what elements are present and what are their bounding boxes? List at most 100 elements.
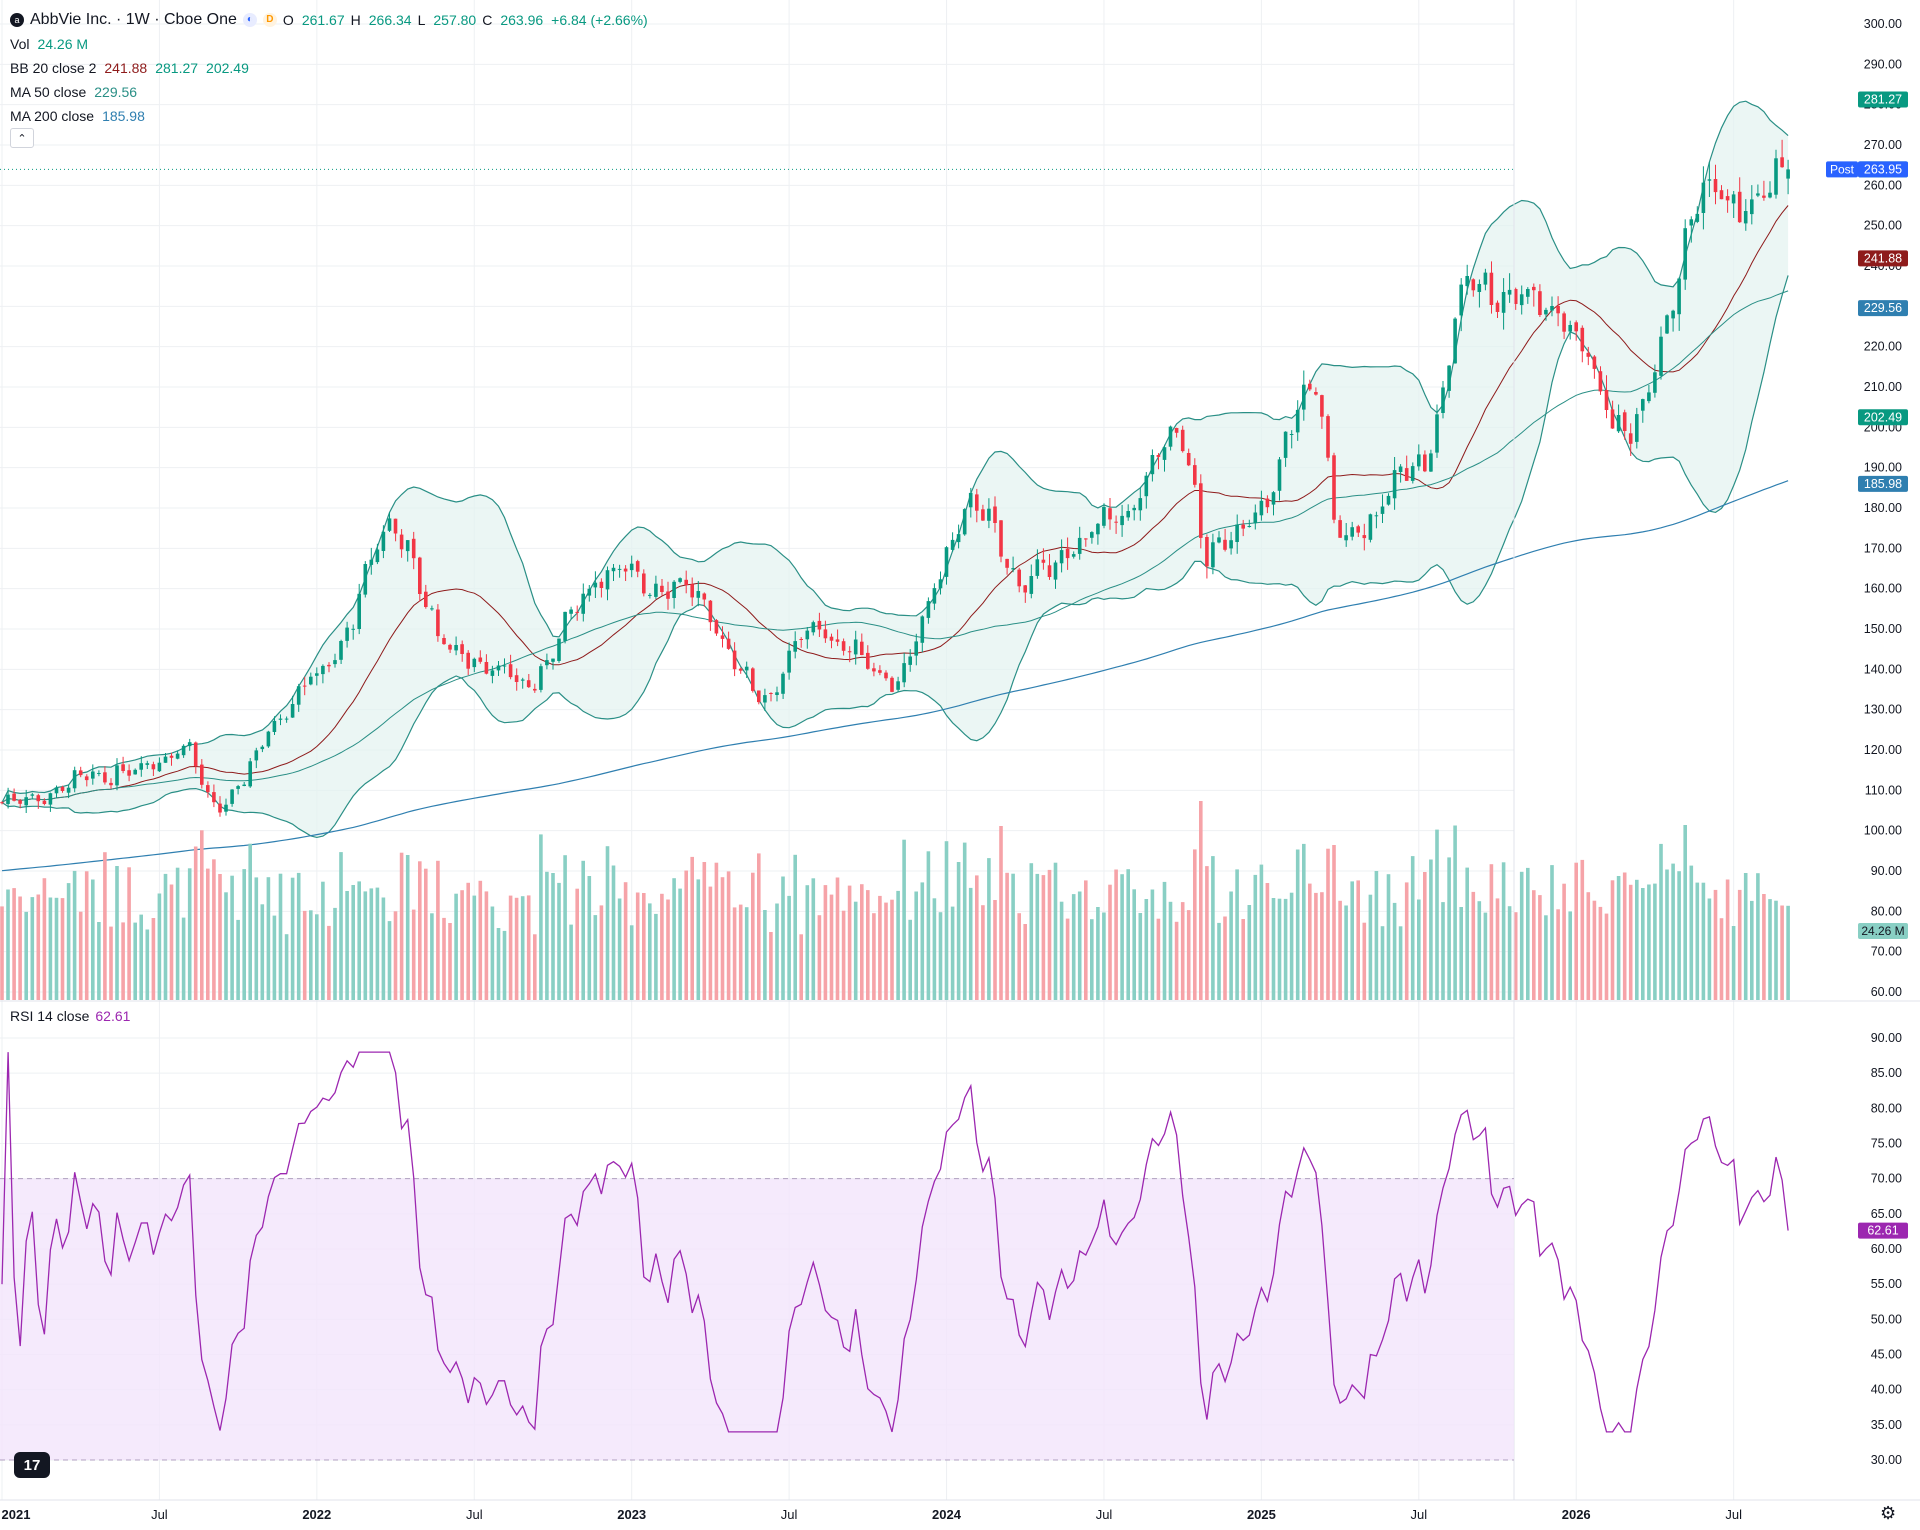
candle-body [1610,409,1615,429]
volume-bar [296,872,301,1000]
volume-bar [345,891,349,1000]
candle-body [1265,498,1270,508]
candle-body [236,786,240,789]
candle-body [508,664,513,678]
volume-bar [769,932,773,1000]
rsi-tick-label: 90.00 [1871,1031,1902,1045]
candle-body [1398,466,1403,472]
candle-body [272,720,277,732]
price-axis: 300.00290.00280.00270.00260.00250.00240.… [1826,17,1908,999]
candle-body [375,549,380,563]
volume-bar [1489,864,1494,1000]
volume-bar [1283,898,1288,1000]
volume-bar [938,912,943,1000]
ma200-line [1,480,1789,872]
volume-bar [490,906,495,1000]
candle-body [551,658,555,662]
symbol-title[interactable]: AbbVie Inc. · 1W · Cboe One [30,11,237,28]
volume-bar [1501,862,1506,1000]
open-label: O [282,12,294,28]
candle-body [1017,569,1021,587]
candle-body [526,680,531,688]
candle-body [1114,521,1118,523]
vol-legend[interactable]: Vol 24.26 M [10,32,648,56]
candle-body [878,670,882,673]
candle-body [720,635,725,639]
volume-bar [1041,875,1046,1000]
rsi-axis: 90.00 85.00 80.00 75.00 70.00 65.00 60.00 55.00… [1858,1031,1908,1467]
volume-bar [1586,892,1591,1000]
ma50-legend[interactable]: MA 50 close 229.56 [10,80,648,104]
time-tick-label: 2023 [617,1507,646,1522]
time-tick-label: 2024 [932,1507,962,1522]
volume-bar [551,873,555,1000]
volume-bar [1047,869,1052,1000]
candle-body [302,685,307,687]
volume-bar [829,894,834,1000]
candle-body [908,656,912,665]
gear-icon[interactable]: ⚙ [1880,1503,1897,1523]
volume-bar [1689,865,1694,1000]
candle-body [1604,390,1609,410]
volume-bar [1350,881,1354,1000]
rsi-legend[interactable]: RSI 14 close 62.61 [10,1008,130,1024]
candle-body [769,693,773,694]
volume-bar [623,882,628,1000]
price-tick-label: 130.00 [1864,703,1902,717]
candle-body [24,797,28,806]
volume-bar [1410,856,1415,1000]
candle-body [1423,454,1427,472]
candle-body [1665,315,1669,334]
candle-body [460,644,464,654]
volume-bar [714,862,719,1000]
candle-body [181,745,186,756]
candle-body [890,677,894,692]
candle-body [1501,292,1506,313]
ma200-legend[interactable]: MA 200 close 185.98 [10,104,648,128]
candle-body [853,639,858,655]
volume-bar [242,869,246,1000]
candle-body [484,662,489,674]
candle-body [1344,535,1348,541]
volume-bar [1193,849,1197,1000]
volume-bar [181,917,186,1000]
volume-bar [1562,883,1566,1000]
volume-bar [1356,880,1360,1000]
candle-body [405,540,410,552]
candle-body [109,782,113,786]
volume-bar [1289,892,1294,1000]
volume-bar [1077,891,1082,1000]
volume-bar [520,896,525,1000]
collapse-legend-button[interactable]: ⌃ [10,128,34,148]
delayed-badge: D [262,13,277,27]
volume-bar [1743,873,1748,1000]
candle-body [1356,526,1360,533]
volume-bar [139,914,143,1000]
volume-bar [1114,869,1118,1000]
candle-body [472,658,477,668]
rsi-tick-label: 35.00 [1871,1418,1902,1432]
low-label: L [417,12,426,28]
volume-bar [1550,865,1554,1000]
price-badge-bg [1858,250,1908,267]
volume-bar [648,903,652,1000]
bb-legend[interactable]: BB 20 close 2 241.88 281.27 202.49 [10,56,648,80]
candle-body [1622,412,1627,431]
candle-body [926,601,931,618]
volume-bar [30,897,35,1000]
volume-bar [981,905,985,1000]
ma50-line [1,290,1789,803]
volume-bar [944,841,949,1000]
volume-bar [1574,862,1578,1000]
candle-body [12,793,16,801]
abbvie-logo-icon: a [10,13,24,27]
candle-body [775,692,779,695]
volume-bar [956,862,961,1000]
tradingview-logo[interactable]: 17 [14,1452,50,1478]
candle-body [1023,585,1027,593]
candle-body [902,663,906,683]
candle-body [835,639,840,642]
candle-body [617,568,622,570]
candle-body [1126,511,1130,518]
